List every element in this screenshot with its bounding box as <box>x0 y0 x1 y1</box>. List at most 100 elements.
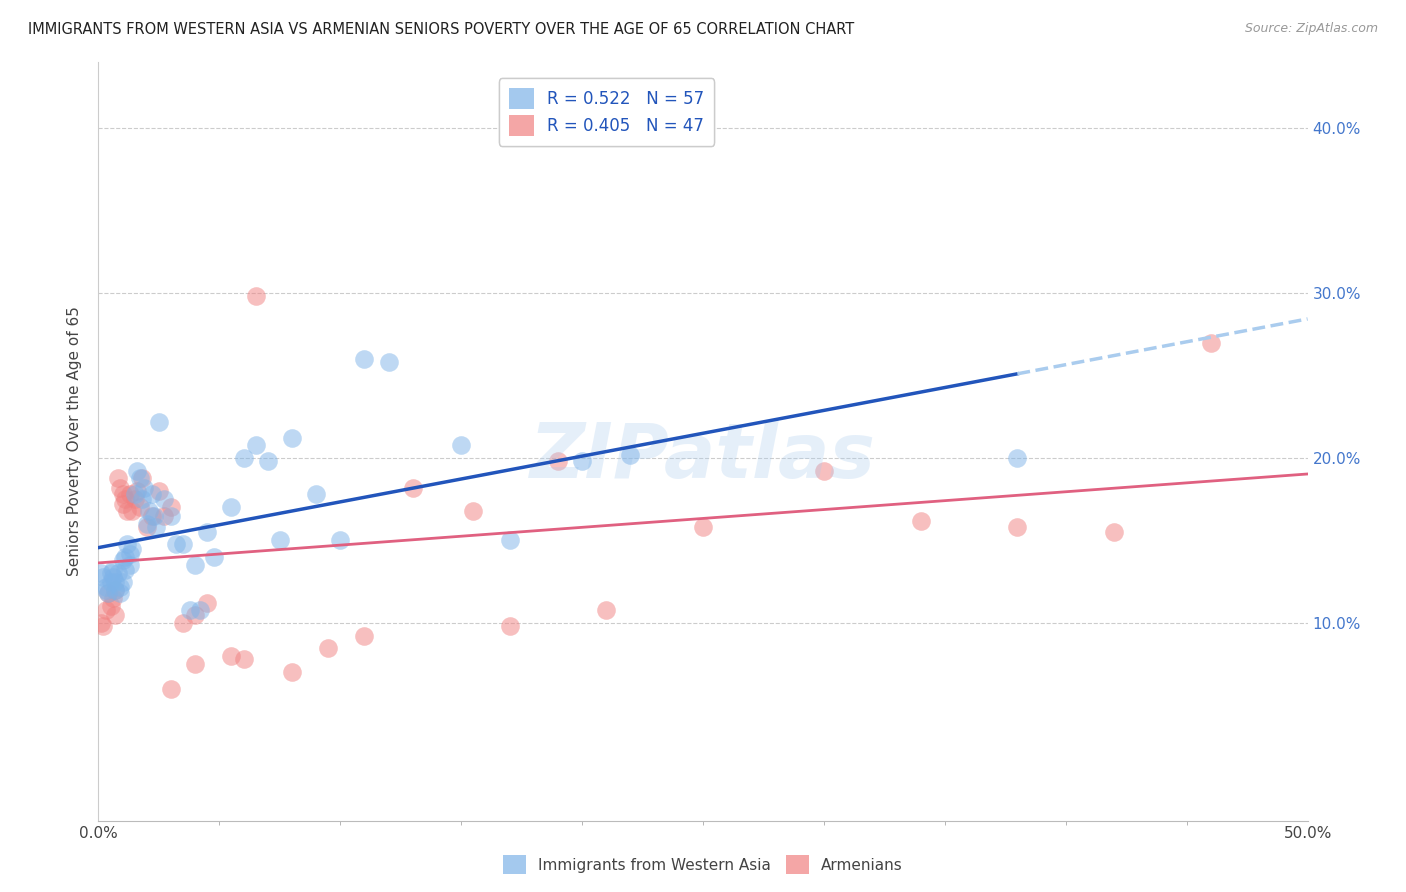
Point <box>165 537 187 551</box>
Point <box>463 504 485 518</box>
Point <box>141 508 163 523</box>
Point <box>94 582 117 597</box>
Point <box>131 492 153 507</box>
Point <box>184 607 207 622</box>
Point <box>245 289 267 303</box>
Point <box>118 487 141 501</box>
Point <box>107 471 129 485</box>
Point <box>498 619 520 633</box>
Point <box>117 504 139 518</box>
Point <box>121 504 143 518</box>
Legend: R = 0.522   N = 57, R = 0.405   N = 47: R = 0.522 N = 57, R = 0.405 N = 47 <box>499 78 714 145</box>
Point <box>188 602 211 616</box>
Point <box>498 533 520 548</box>
Point <box>117 537 139 551</box>
Y-axis label: Seniors Poverty Over the Age of 65: Seniors Poverty Over the Age of 65 <box>67 307 83 576</box>
Point <box>692 520 714 534</box>
Legend: Immigrants from Western Asia, Armenians: Immigrants from Western Asia, Armenians <box>496 849 910 880</box>
Point <box>104 582 127 597</box>
Point <box>184 558 207 573</box>
Point <box>118 558 141 573</box>
Point <box>143 508 166 523</box>
Text: Source: ZipAtlas.com: Source: ZipAtlas.com <box>1244 22 1378 36</box>
Point <box>114 563 136 577</box>
Point <box>316 640 339 655</box>
Point <box>245 438 267 452</box>
Point <box>160 500 183 515</box>
Point <box>127 464 149 478</box>
Point <box>128 500 150 515</box>
Point <box>111 487 134 501</box>
Point <box>595 602 617 616</box>
Point <box>813 464 835 478</box>
Point <box>547 454 569 468</box>
Point <box>97 586 120 600</box>
Point <box>221 648 243 663</box>
Point <box>377 355 399 369</box>
Point <box>91 570 114 584</box>
Point <box>160 508 183 523</box>
Point <box>179 602 201 616</box>
Point <box>104 574 127 589</box>
Point <box>127 483 149 498</box>
Point <box>135 520 157 534</box>
Point <box>101 570 124 584</box>
Point <box>111 574 134 589</box>
Point <box>619 448 641 462</box>
Point <box>101 591 124 606</box>
Point <box>114 549 136 564</box>
Point <box>232 450 254 465</box>
Point <box>1007 450 1029 465</box>
Point <box>1199 335 1222 350</box>
Point <box>152 508 174 523</box>
Point <box>281 665 304 680</box>
Point <box>94 602 117 616</box>
Point <box>118 547 141 561</box>
Point <box>131 471 153 485</box>
Point <box>402 481 425 495</box>
Point <box>269 533 291 548</box>
Point <box>172 615 194 630</box>
Point <box>124 487 146 501</box>
Point <box>204 549 226 564</box>
Point <box>1102 525 1125 540</box>
Point <box>148 415 170 429</box>
Point <box>353 352 375 367</box>
Point <box>138 504 160 518</box>
Point <box>91 619 114 633</box>
Point <box>145 520 167 534</box>
Point <box>135 516 157 531</box>
Point <box>232 652 254 666</box>
Point <box>141 487 163 501</box>
Point <box>305 487 328 501</box>
Point <box>124 492 146 507</box>
Point <box>571 454 593 468</box>
Point <box>97 586 120 600</box>
Point <box>195 596 218 610</box>
Point <box>94 580 117 594</box>
Point <box>100 574 122 589</box>
Point <box>281 431 304 445</box>
Point <box>90 615 112 630</box>
Point <box>104 582 127 597</box>
Text: ZIPatlas: ZIPatlas <box>530 420 876 493</box>
Point <box>108 586 131 600</box>
Point <box>108 580 131 594</box>
Point <box>221 500 243 515</box>
Text: IMMIGRANTS FROM WESTERN ASIA VS ARMENIAN SENIORS POVERTY OVER THE AGE OF 65 CORR: IMMIGRANTS FROM WESTERN ASIA VS ARMENIAN… <box>28 22 855 37</box>
Point <box>107 566 129 581</box>
Point <box>152 492 174 507</box>
Point <box>910 514 932 528</box>
Point <box>148 483 170 498</box>
Point <box>329 533 352 548</box>
Point <box>100 599 122 614</box>
Point <box>160 681 183 696</box>
Point <box>111 553 134 567</box>
Point <box>184 657 207 671</box>
Point <box>101 563 124 577</box>
Point <box>114 492 136 507</box>
Point <box>90 566 112 581</box>
Point <box>111 497 134 511</box>
Point <box>134 481 156 495</box>
Point <box>195 525 218 540</box>
